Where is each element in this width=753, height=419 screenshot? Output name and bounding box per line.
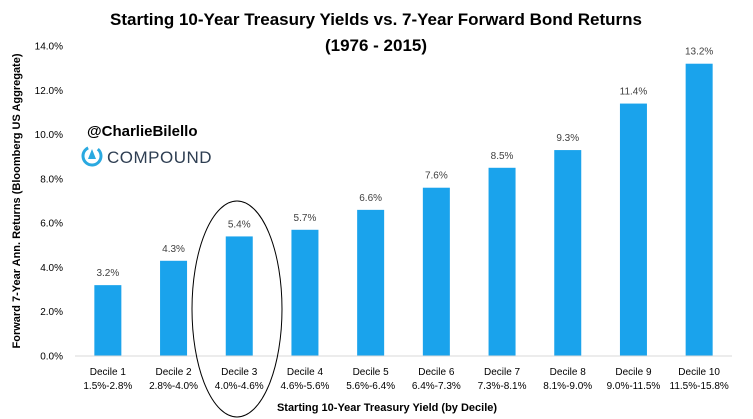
x-tick-range-label: 6.4%-7.3% [412,381,461,392]
x-tick-label: Decile 6 [418,367,455,378]
data-labels: 3.2% 4.3% 5.4% 5.7% 6.6% 7.6% 8.5% 9.3% 11.4% 13.… [96,47,713,279]
bar [160,260,188,356]
data-label: 7.6% [425,171,448,182]
bar [422,187,450,356]
x-tick-label: Decile 10 [678,367,720,378]
bar [94,285,122,356]
bar [554,150,582,356]
data-label: 6.6% [359,193,382,204]
y-axis-ticks: 0.0% 2.0% 4.0% 6.0% 8.0% 10.0% 12.0% 14.0% [35,42,63,363]
data-label: 5.4% [228,219,251,230]
x-tick-range-label: 4.6%-5.6% [280,381,329,392]
y-tick-label: 4.0% [40,263,63,274]
bar [488,167,516,356]
data-label: 11.4% [620,87,648,98]
x-tick-range-label: 2.8%-4.0% [149,381,198,392]
x-tick-label: Decile 1 [90,367,127,378]
y-tick-label: 2.0% [40,307,63,318]
x-tick-range-label: 4.0%-4.6% [215,381,264,392]
x-tick-range-label: 9.0%-11.5% [607,381,661,392]
y-tick-label: 12.0% [35,86,63,97]
compound-logo-text: COMPOUND [107,148,212,167]
x-axis-categories: Decile 1 1.5%-2.8% Decile 2 2.8%-4.0% Decile… [83,367,729,392]
data-label: 9.3% [556,133,579,144]
highlight-ellipse [191,200,283,418]
chart-title: Starting 10-Year Treasury Yields vs. 7-Y… [110,10,642,29]
data-label: 3.2% [96,268,119,279]
x-tick-label: Decile 9 [615,367,652,378]
bar [225,236,253,356]
x-tick-label: Decile 4 [287,367,324,378]
chart-subtitle: (1976 - 2015) [325,36,427,55]
x-tick-range-label: 5.6%-6.4% [346,381,395,392]
x-axis-title: Starting 10-Year Treasury Yield (by Deci… [277,402,497,414]
data-label: 5.7% [294,213,317,224]
x-tick-label: Decile 8 [550,367,587,378]
x-tick-range-label: 11.5%-15.8% [670,381,729,392]
y-tick-label: 14.0% [35,42,63,53]
data-label: 4.3% [162,244,185,255]
y-tick-label: 10.0% [35,130,63,141]
x-tick-range-label: 7.3%-8.1% [478,381,527,392]
bar [685,63,713,356]
y-axis-title: Forward 7-Year Ann. Returns (Bloomberg U… [11,53,23,348]
y-tick-label: 8.0% [40,174,63,185]
x-tick-label: Decile 7 [484,367,521,378]
y-tick-label: 6.0% [40,219,63,230]
data-label: 8.5% [491,151,514,162]
bar [357,209,385,356]
x-tick-range-label: 8.1%-9.0% [543,381,592,392]
twitter-handle: @CharlieBilello [87,123,198,140]
compound-logo-icon [81,145,103,167]
bar [619,103,647,356]
y-tick-label: 0.0% [40,352,63,363]
x-tick-range-label: 1.5%-2.8% [83,381,132,392]
data-label: 13.2% [685,47,713,58]
bars [94,63,713,356]
x-tick-label: Decile 2 [155,367,192,378]
x-tick-label: Decile 5 [353,367,390,378]
bar [291,229,319,356]
x-tick-label: Decile 3 [221,367,258,378]
